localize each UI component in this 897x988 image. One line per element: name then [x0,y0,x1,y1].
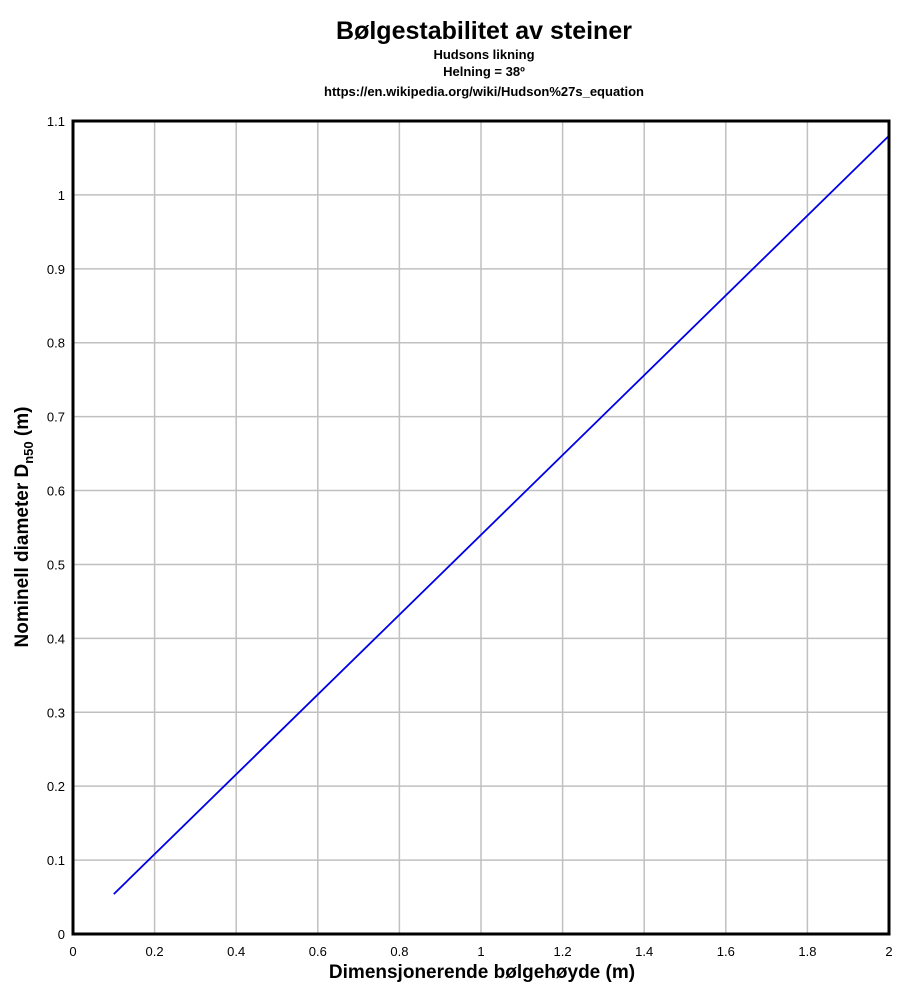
x-tick-label: 0.8 [390,944,408,959]
plot-frame [71,119,891,936]
x-tick-labels: 0 0.2 0.4 0.6 0.8 1 1.2 1.4 1.6 1.8 2 [69,944,892,959]
series-layer [113,135,890,895]
y-tick-label: 0.8 [47,336,65,351]
y-tick-label: 0.6 [47,484,65,499]
x-tick-label: 1.2 [554,944,572,959]
chart-title: Bølgestabilitet av steiner [336,17,632,45]
x-tick-label: 1.4 [635,944,653,959]
y-tick-label: 0 [58,927,65,942]
y-tick-label: 0.1 [47,853,65,868]
x-tick-label: 0.4 [227,944,245,959]
y-tick-label: 0.3 [47,705,65,720]
chart-subtitle-2: Helning = 38º [443,64,525,79]
y-axis-label: Nominell diameter Dn50 (m) [12,407,36,648]
y-tick-label: 1 [58,188,65,203]
chart-subtitle-3: https://en.wikipedia.org/wiki/Hudson%27s… [324,84,644,99]
chart-titles: Bølgestabilitet av steiner Hudsons likni… [324,17,644,99]
x-tick-label: 1.8 [798,944,816,959]
x-tick-label: 1.6 [717,944,735,959]
y-axis-label-unit: (m) [12,407,33,442]
chart-subtitle-1: Hudsons likning [433,47,534,62]
x-tick-label: 2 [885,944,892,959]
series-line [113,135,890,895]
y-tick-labels: 0 0.1 0.2 0.3 0.4 0.5 0.6 0.7 0.8 0.9 1 1.1 [47,114,65,942]
y-tick-label: 0.2 [47,779,65,794]
x-tick-label: 0.2 [146,944,164,959]
y-tick-label: 0.9 [47,262,65,277]
x-axis-label: Dimensjonerende bølgehøyde (m) [329,962,635,983]
y-axis-label-subscript: n50 [21,441,36,463]
y-tick-label: 0.5 [47,557,65,572]
y-tick-label: 1.1 [47,114,65,129]
x-tick-label: 0.6 [309,944,327,959]
grid [73,121,889,934]
x-tick-label: 0 [69,944,76,959]
x-tick-label: 1 [477,944,484,959]
y-axis-label-main: Nominell diameter D [12,464,33,648]
y-tick-label: 0.7 [47,410,65,425]
y-tick-label: 0.4 [47,631,65,646]
